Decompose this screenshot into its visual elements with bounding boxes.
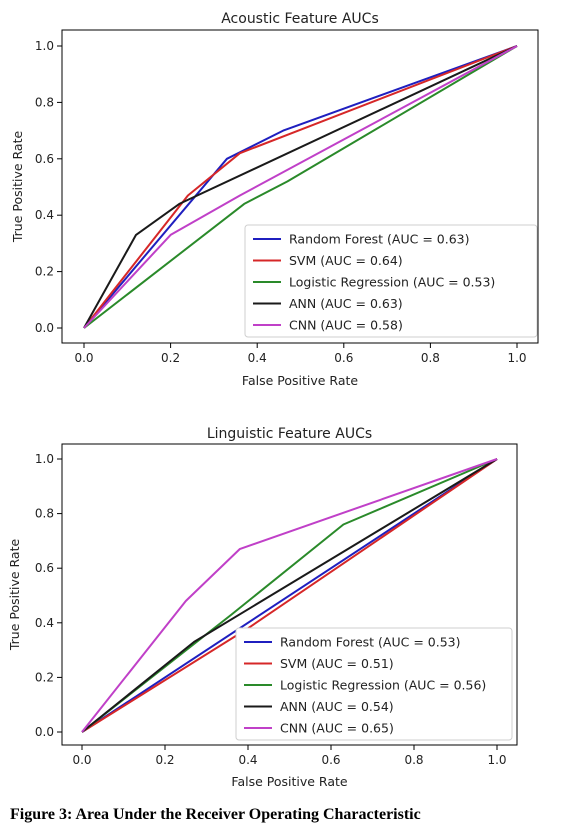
legend-entry: CNN (AUC = 0.65) — [280, 721, 394, 736]
chart-2: Linguistic Feature AUCs 0.0 0.2 0.4 0.6 0.8 1.… — [7, 426, 518, 789]
legend: Random Forest (AUC = 0.63) SVM (AUC = 0.6… — [244, 224, 538, 338]
y-tick-label: 0.8 — [35, 95, 54, 109]
y-tick-label: 0.6 — [35, 561, 54, 575]
y-tick-label: 0.6 — [35, 152, 54, 166]
series-line-4 — [83, 45, 518, 329]
series-line-5 — [81, 458, 498, 733]
roc-charts: Acoustic Feature AUCs 0.0 0.2 0.4 0.6 0.8 1.0 0… — [7, 11, 539, 789]
legend-entry: Random Forest (AUC = 0.53) — [280, 635, 461, 650]
chart-1: Acoustic Feature AUCs 0.0 0.2 0.4 0.6 0.8 1.0 0… — [10, 11, 539, 388]
y-axis-label: True Positive Rate — [10, 131, 25, 244]
legend-entry: Random Forest (AUC = 0.63) — [289, 232, 470, 247]
x-tick-label: 1.0 — [507, 351, 526, 365]
series-line-2 — [83, 45, 518, 329]
x-axis-label: False Positive Rate — [231, 774, 347, 789]
x-tick-label: 0.4 — [238, 753, 257, 767]
legend-box — [235, 627, 513, 741]
legend-entry: Logistic Regression (AUC = 0.53) — [289, 275, 495, 290]
y-tick-label: 0.4 — [35, 616, 54, 630]
y-tick-label: 0.0 — [35, 321, 54, 335]
y-tick-label: 0.0 — [35, 725, 54, 739]
x-tick-label: 0.8 — [421, 351, 440, 365]
series-line-1 — [81, 458, 498, 733]
x-tick-label: 0.6 — [334, 351, 353, 365]
legend-entry: ANN (AUC = 0.54) — [280, 699, 394, 714]
chart-title: Acoustic Feature AUCs — [221, 11, 379, 27]
y-tick-label: 0.8 — [35, 507, 54, 521]
legend-entry: SVM (AUC = 0.64) — [289, 253, 403, 268]
legend-entry: SVM (AUC = 0.51) — [280, 656, 394, 671]
series-line-3 — [83, 45, 518, 329]
x-tick-label: 0.0 — [74, 351, 93, 365]
y-tick-label: 1.0 — [35, 39, 54, 53]
figure-caption: Figure 3: Area Under the Receiver Operat… — [10, 806, 421, 823]
series-line-5 — [83, 45, 518, 329]
series-line-3 — [81, 458, 498, 733]
x-tick-label: 0.2 — [161, 351, 180, 365]
plot-frame — [61, 29, 539, 344]
y-tick-label: 1.0 — [35, 452, 54, 466]
series-line-4 — [81, 458, 498, 733]
y-tick-label: 0.2 — [35, 265, 54, 279]
chart-title: Linguistic Feature AUCs — [207, 426, 372, 442]
y-tick-label: 0.4 — [35, 208, 54, 222]
legend-entry: Logistic Regression (AUC = 0.56) — [280, 678, 486, 693]
x-tick-label: 0.6 — [321, 753, 340, 767]
x-tick-label: 0.4 — [248, 351, 267, 365]
legend-entry: CNN (AUC = 0.58) — [289, 318, 403, 333]
legend-box — [244, 224, 538, 338]
series-line-1 — [83, 45, 518, 329]
x-axis-label: False Positive Rate — [242, 373, 358, 388]
y-axis-label: True Positive Rate — [7, 539, 22, 652]
x-tick-label: 0.2 — [155, 753, 174, 767]
x-tick-label: 0.8 — [404, 753, 423, 767]
plot-frame — [61, 443, 518, 746]
x-tick-label: 1.0 — [487, 753, 506, 767]
legend-entry: ANN (AUC = 0.63) — [289, 296, 403, 311]
y-tick-label: 0.2 — [35, 670, 54, 684]
x-tick-label: 0.0 — [72, 753, 91, 767]
legend: Random Forest (AUC = 0.53) SVM (AUC = 0.5… — [235, 627, 513, 741]
